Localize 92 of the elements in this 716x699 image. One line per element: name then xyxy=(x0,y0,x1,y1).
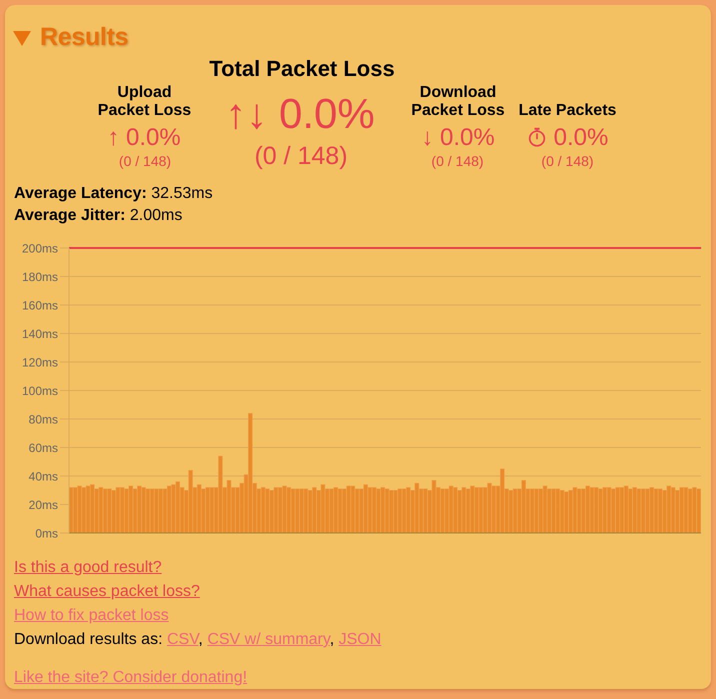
bar xyxy=(462,487,466,533)
y-tick-label: 0ms xyxy=(35,526,58,540)
bar xyxy=(274,487,278,533)
bar xyxy=(620,487,624,533)
bar xyxy=(98,487,104,533)
bar xyxy=(636,488,642,533)
bar xyxy=(146,488,150,533)
bar xyxy=(448,486,454,533)
text: (0 / 148) xyxy=(118,153,172,169)
bar xyxy=(487,482,492,533)
bar xyxy=(235,487,240,533)
text: Download results as: CSV, CSV w/ summary, JSON xyxy=(14,631,382,648)
text: Average Latency: 32.53ms xyxy=(14,184,213,202)
bar xyxy=(248,413,253,533)
bar xyxy=(107,488,112,533)
bar xyxy=(116,487,120,533)
text: Like the site? Consider donating! xyxy=(14,669,248,686)
bar xyxy=(470,486,475,533)
bar xyxy=(440,488,445,533)
bar xyxy=(534,488,539,533)
bar xyxy=(218,456,223,533)
y-tick-label: 140ms xyxy=(22,326,58,341)
text: Is this a good result? xyxy=(14,558,162,576)
text: What causes packet loss? xyxy=(14,582,200,600)
bar xyxy=(320,484,326,533)
bar xyxy=(572,487,578,533)
text: Average Jitter: 2.00ms xyxy=(14,207,182,224)
text: (0 / 148) xyxy=(431,153,484,169)
bar xyxy=(329,488,334,533)
y-tick-label: 200ms xyxy=(22,241,58,256)
y-tick-label: 80ms xyxy=(28,412,58,426)
text: (0 / 148) xyxy=(541,153,594,169)
text: How to fix packet loss xyxy=(14,607,169,624)
bar xyxy=(304,488,308,533)
y-tick-label: 180ms xyxy=(22,270,58,284)
bar xyxy=(376,488,381,533)
bar xyxy=(406,487,411,533)
bar xyxy=(590,487,594,533)
bar xyxy=(645,488,650,533)
bar xyxy=(564,491,569,533)
bar xyxy=(393,490,398,533)
text: Upload Packet Loss xyxy=(98,84,192,119)
bar xyxy=(226,480,232,533)
text: Late Packets xyxy=(518,102,616,120)
bar xyxy=(423,488,428,533)
bar xyxy=(384,488,390,533)
bar xyxy=(171,484,176,533)
y-tick-label: 120ms xyxy=(22,355,58,370)
bar xyxy=(692,487,697,533)
bar xyxy=(581,488,586,533)
text: Download Packet Loss xyxy=(411,84,505,119)
bar xyxy=(500,468,505,533)
bar xyxy=(282,486,287,533)
bar xyxy=(696,488,701,533)
bar xyxy=(90,484,95,533)
bar xyxy=(77,486,82,533)
bar xyxy=(628,488,633,533)
bar xyxy=(312,487,317,533)
bar xyxy=(598,488,603,533)
bar xyxy=(654,488,658,533)
bar xyxy=(606,487,612,533)
bar xyxy=(414,482,420,533)
y-tick-label: 60ms xyxy=(28,440,58,455)
text: 0.0% xyxy=(554,124,608,150)
text: ↑ 0.0% xyxy=(107,124,181,150)
bar xyxy=(432,480,436,533)
bar xyxy=(478,487,484,533)
y-tick-label: 100ms xyxy=(22,384,58,398)
y-tick-label: 20ms xyxy=(28,498,58,512)
bar xyxy=(551,488,556,533)
bar xyxy=(132,488,138,533)
bar xyxy=(684,487,688,533)
bar xyxy=(338,488,342,533)
bar xyxy=(188,470,193,533)
bar xyxy=(662,490,667,533)
text: ↓ 0.0% xyxy=(421,124,495,150)
y-tick-label: 40ms xyxy=(28,469,58,484)
bar xyxy=(368,487,372,533)
text: ↑↓ 0.0% xyxy=(225,90,375,136)
bar xyxy=(346,486,351,533)
bar xyxy=(162,488,168,533)
y-tick-label: 160ms xyxy=(22,298,58,312)
chart-title: Results xyxy=(40,22,128,50)
bar xyxy=(265,488,270,533)
bar xyxy=(154,488,159,533)
bar xyxy=(290,488,296,533)
bar xyxy=(210,487,214,533)
bar xyxy=(675,490,680,533)
text: (0 / 148) xyxy=(254,142,348,170)
bar xyxy=(124,488,129,533)
text: Total Packet Loss xyxy=(209,56,395,81)
bar xyxy=(542,486,548,533)
